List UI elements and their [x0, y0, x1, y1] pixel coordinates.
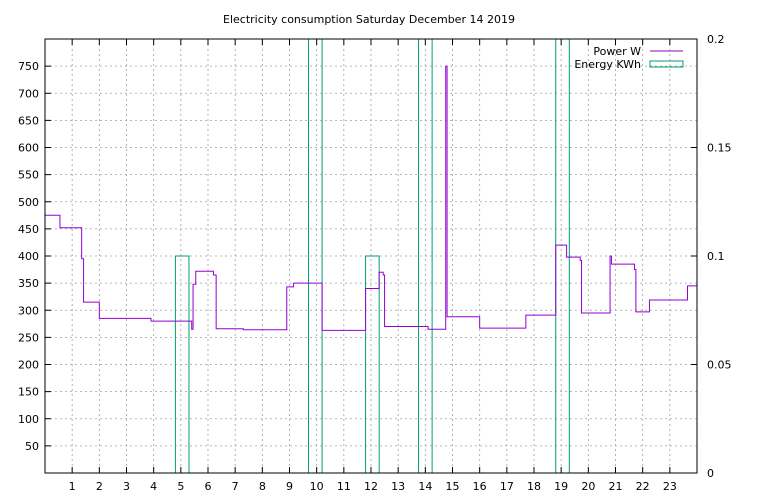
y-tick-label: 450 — [18, 223, 39, 236]
y2-tick-label: 0.15 — [707, 142, 732, 155]
x-tick-label: 1 — [69, 480, 76, 493]
x-tick-label: 5 — [177, 480, 184, 493]
y-tick-label: 200 — [18, 359, 39, 372]
legend-label: Energy KWh — [574, 58, 641, 71]
x-tick-label: 15 — [446, 480, 460, 493]
y-tick-label: 700 — [18, 87, 39, 100]
power-series — [45, 65, 697, 331]
y-tick-label: 350 — [18, 277, 39, 290]
x-tick-label: 4 — [150, 480, 157, 493]
y2-tick-label: 0.1 — [707, 250, 725, 263]
x-tick-label: 3 — [123, 480, 130, 493]
y-tick-label: 650 — [18, 114, 39, 127]
x-tick-label: 18 — [527, 480, 541, 493]
y-tick-label: 550 — [18, 169, 39, 182]
power-line — [45, 65, 697, 331]
axes: 1 2 3 4 5 6 7 8 9 10 11 12 13 14 15 16 17 18 19 20 21 22 23501… — [18, 33, 732, 493]
x-tick-label: 8 — [259, 480, 266, 493]
grid — [45, 39, 697, 473]
x-tick-label: 23 — [663, 480, 677, 493]
x-tick-label: 12 — [364, 480, 378, 493]
y-tick-label: 250 — [18, 331, 39, 344]
y-tick-label: 750 — [18, 60, 39, 73]
x-tick-label: 6 — [205, 480, 212, 493]
x-tick-label: 14 — [418, 480, 432, 493]
energy-bar — [555, 38, 570, 474]
x-tick-label: 7 — [232, 480, 239, 493]
chart-title: Electricity consumption Saturday Decembe… — [223, 13, 515, 26]
x-tick-label: 17 — [500, 480, 514, 493]
y-tick-label: 400 — [18, 250, 39, 263]
y-tick-label: 50 — [25, 440, 39, 453]
legend-label: Power W — [593, 45, 641, 58]
x-tick-label: 16 — [473, 480, 487, 493]
y-tick-label: 150 — [18, 386, 39, 399]
y2-tick-label: 0.05 — [707, 359, 732, 372]
y2-tick-label: 0 — [707, 467, 714, 480]
y-tick-label: 500 — [18, 196, 39, 209]
x-tick-label: 19 — [554, 480, 568, 493]
x-tick-label: 21 — [609, 480, 623, 493]
x-tick-label: 22 — [636, 480, 650, 493]
x-tick-label: 13 — [391, 480, 405, 493]
x-tick-label: 10 — [310, 480, 324, 493]
y-tick-label: 300 — [18, 304, 39, 317]
x-tick-label: 2 — [96, 480, 103, 493]
x-tick-label: 20 — [581, 480, 595, 493]
y-tick-label: 600 — [18, 142, 39, 155]
legend-swatch-energy — [649, 60, 684, 68]
y2-tick-label: 0.2 — [707, 33, 725, 46]
x-tick-label: 9 — [286, 480, 293, 493]
x-tick-label: 11 — [337, 480, 351, 493]
y-tick-label: 100 — [18, 413, 39, 426]
